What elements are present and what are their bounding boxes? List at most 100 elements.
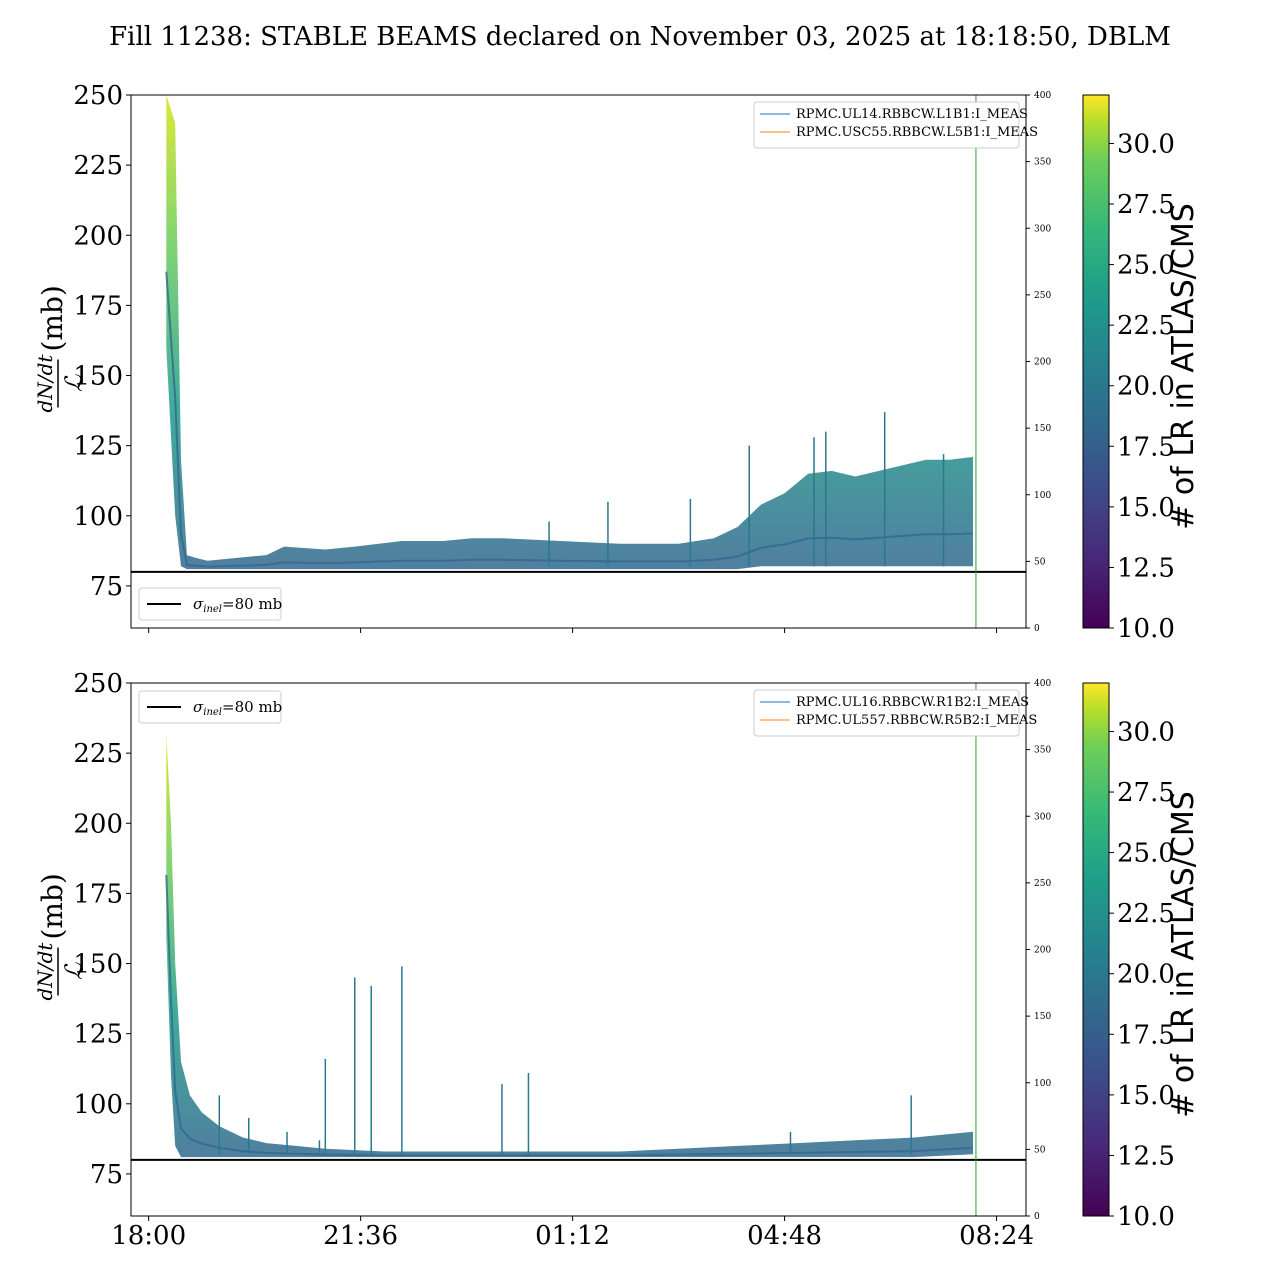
ytick-label-7: 250 [73, 81, 123, 111]
secondary-ytick-label-3: 150 [1034, 1012, 1051, 1022]
ytick-label-0: 75 [90, 572, 123, 602]
colorbar-tick-label-1: 12.5 [1117, 553, 1175, 583]
reference-legend-sigma: σ [193, 698, 204, 716]
ytick-label-5: 200 [73, 221, 123, 251]
secondary-ytick-label-5: 250 [1034, 291, 1051, 301]
colorbar-tick-label-8: 30.0 [1117, 717, 1175, 747]
secondary-ytick-label-7: 350 [1034, 158, 1051, 168]
colorbar-tick-label-3: 17.5 [1117, 1020, 1175, 1050]
colorbar-tick-label-3: 17.5 [1117, 432, 1175, 462]
ytick-label-3: 150 [73, 950, 123, 980]
secondary-ytick-label-6: 300 [1034, 224, 1051, 234]
secondary-ytick-label-2: 100 [1034, 1079, 1051, 1089]
legend-entry-0: RPMC.UL16.RBBCW.R1B2:I_MEAS [796, 695, 1029, 710]
series-envelope [166, 95, 974, 570]
reference-legend-sigma: σ [193, 595, 204, 613]
secondary-ytick-label-7: 350 [1034, 746, 1051, 756]
colorbar-tick-label-6: 25.0 [1117, 251, 1175, 281]
y-axis-label: dN/dt ℒ (mb) [33, 873, 88, 1000]
colorbar-tick-label-4: 20.0 [1117, 960, 1175, 990]
y-axis-label-numerator: dN/dt [33, 942, 57, 1001]
secondary-ytick-label-0: 0 [1034, 624, 1040, 634]
ytick-label-2: 125 [73, 1020, 123, 1050]
legend-entry-1: RPMC.USC55.RBBCW.L5B1:I_MEAS [796, 125, 1038, 140]
xtick-label-2: 01:12 [535, 1221, 610, 1251]
series-legend: RPMC.UL14.RBBCW.L1B1:I_MEAS RPMC.USC55.RB… [753, 101, 1038, 149]
colorbar-tick-label-5: 22.5 [1117, 311, 1175, 341]
secondary-ytick-label-3: 150 [1034, 424, 1051, 434]
ytick-label-2: 125 [73, 432, 123, 462]
series-legend-box [753, 689, 1020, 737]
reference-legend-value: =80 mb [222, 595, 282, 613]
ytick-label-3: 150 [73, 362, 123, 392]
colorbar-tick-label-4: 20.0 [1117, 372, 1175, 402]
bottom-panel: 75 100 125 150 175 200 225 250 0 50 100 150 200 250 30… [33, 669, 1201, 1251]
ytick-label-6: 225 [73, 739, 123, 769]
reference-legend: σinel=80 mb [138, 587, 282, 621]
reference-legend-box [138, 690, 282, 724]
series-legend-box [753, 101, 1020, 149]
y-axis-label-denominator: ℒ [60, 962, 88, 980]
y-axis-label-numerator: dN/dt [33, 354, 57, 413]
colorbar-gradient [1082, 94, 1110, 629]
secondary-ytick-label-8: 400 [1034, 679, 1051, 689]
ytick-label-1: 100 [73, 502, 123, 532]
y-axis-label-unit: (mb) [36, 285, 69, 351]
xtick-label-1: 21:36 [323, 1221, 398, 1251]
xtick-label-0: 18:00 [111, 1221, 186, 1251]
colorbar-tick-label-1: 12.5 [1117, 1141, 1175, 1171]
y-axis-label-denominator: ℒ [60, 374, 88, 392]
secondary-ytick-label-0: 0 [1034, 1212, 1040, 1222]
series-core-line [165, 271, 974, 568]
colorbar-tick-label-5: 22.5 [1117, 899, 1175, 929]
colorbar-tick-label-2: 15.0 [1117, 1081, 1175, 1111]
secondary-ytick-label-2: 100 [1034, 491, 1051, 501]
legend-entry-1: RPMC.UL557.RBBCW.R5B2:I_MEAS [796, 713, 1037, 728]
secondary-ytick-label-8: 400 [1034, 91, 1051, 101]
series-group [165, 95, 974, 570]
reference-legend-subscript: inel [203, 707, 222, 718]
colorbar-tick-label-8: 30.0 [1117, 129, 1175, 159]
ytick-label-0: 75 [90, 1160, 123, 1190]
secondary-ytick-label-1: 50 [1034, 557, 1046, 567]
secondary-ytick-label-6: 300 [1034, 812, 1051, 822]
colorbar-tick-label-2: 15.0 [1117, 493, 1175, 523]
secondary-ytick-label-4: 200 [1034, 358, 1051, 368]
secondary-ytick-label-5: 250 [1034, 879, 1051, 889]
ytick-label-4: 175 [73, 879, 123, 909]
reference-legend-label: σinel=80 mb [193, 595, 282, 615]
series-group [165, 733, 974, 1158]
series-legend: RPMC.UL16.RBBCW.R1B2:I_MEAS RPMC.UL557.RB… [753, 689, 1037, 737]
colorbar-tick-label-7: 27.5 [1117, 778, 1175, 808]
colorbar: 10.0 12.5 15.0 17.5 20.0 22.5 25.0 27.5 30.0 # of… [1082, 94, 1201, 644]
reference-legend: σinel=80 mb [138, 690, 282, 724]
colorbar: 10.0 12.5 15.0 17.5 20.0 22.5 25.0 27.5 30.0 # of… [1082, 682, 1201, 1232]
secondary-ytick-label-4: 200 [1034, 946, 1051, 956]
secondary-ytick-label-1: 50 [1034, 1145, 1046, 1155]
series-core-line [165, 874, 974, 1157]
ytick-label-1: 100 [73, 1090, 123, 1120]
reference-legend-subscript: inel [203, 604, 222, 615]
colorbar-tick-label-0: 10.0 [1117, 614, 1175, 644]
y-axis-label-unit: (mb) [36, 873, 69, 939]
colorbar-label: # of LR in ATLAS/CMS [1166, 203, 1201, 530]
colorbar-gradient [1082, 682, 1110, 1217]
figure-title: Fill 11238: STABLE BEAMS declared on Nov… [109, 22, 1171, 52]
reference-legend-label: σinel=80 mb [193, 698, 282, 718]
ytick-label-7: 250 [73, 669, 123, 699]
y-axis-label: dN/dt ℒ (mb) [33, 285, 88, 412]
ytick-label-5: 200 [73, 809, 123, 839]
colorbar-tick-label-6: 25.0 [1117, 839, 1175, 869]
ytick-label-4: 175 [73, 291, 123, 321]
colorbar-label: # of LR in ATLAS/CMS [1166, 791, 1201, 1118]
plot-area [131, 683, 1026, 1216]
reference-legend-box [138, 587, 282, 621]
xtick-label-3: 04:48 [747, 1221, 822, 1251]
colorbar-tick-label-7: 27.5 [1117, 190, 1175, 220]
ytick-label-6: 225 [73, 151, 123, 181]
legend-entry-0: RPMC.UL14.RBBCW.L1B1:I_MEAS [796, 107, 1028, 122]
top-panel: 75 100 125 150 175 200 225 250 0 50 100 150 200 250 30… [33, 81, 1201, 644]
reference-legend-value: =80 mb [222, 698, 282, 716]
colorbar-tick-label-0: 10.0 [1117, 1202, 1175, 1232]
